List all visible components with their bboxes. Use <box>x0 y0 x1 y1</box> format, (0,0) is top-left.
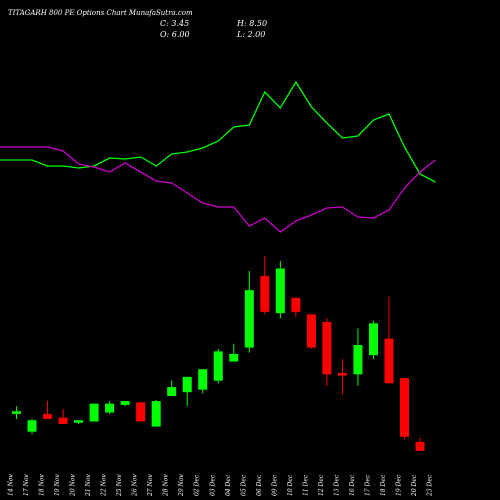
high-value: H: 8.50 <box>236 19 267 28</box>
x-axis-labels: 14 Nov 17 Nov 18 Nov 19 Nov 20 Nov 21 Nov 22 N… <box>8 474 434 497</box>
x-tick-label: 21 Nov <box>85 474 92 497</box>
x-tick-label: 12 Dec <box>318 474 325 496</box>
x-tick-label: 18 Dec <box>380 474 387 496</box>
x-tick-label: 11 Dec <box>302 474 309 496</box>
x-tick-label: 18 Nov <box>39 474 46 496</box>
chart-title: TITAGARH 800 PE Options Chart MunafaSutr… <box>8 9 193 17</box>
candle-up <box>213 351 223 381</box>
candle-up <box>105 403 115 413</box>
x-tick-label: 14 Nov <box>8 474 15 496</box>
x-tick-label: 28 Nov <box>163 474 170 497</box>
candle-down <box>322 322 332 375</box>
x-tick-label: 02 Dec <box>194 474 201 496</box>
candle-down <box>306 314 316 348</box>
x-tick-label: 04 Dec <box>225 474 232 496</box>
x-tick-label: 25 Nov <box>116 474 123 497</box>
open-value: O: 6.00 <box>160 30 190 39</box>
candle-up <box>167 387 177 396</box>
low-value: L: 2.00 <box>236 30 265 39</box>
candle-up <box>89 403 99 422</box>
candle-up <box>120 401 130 405</box>
x-tick-label: 20 Nov <box>70 474 77 497</box>
x-tick-label: 06 Dec <box>256 474 263 496</box>
x-tick-label: 19 Nov <box>54 474 61 496</box>
candle-up <box>275 268 285 314</box>
x-tick-label: 27 Nov <box>147 474 154 497</box>
candle-down <box>260 276 270 312</box>
candle-down <box>291 297 301 312</box>
candle-down <box>136 402 146 422</box>
candle-down <box>58 417 68 425</box>
candle-up <box>353 345 363 375</box>
close-value: C: 3.45 <box>160 19 189 28</box>
candle-up <box>182 376 192 393</box>
x-tick-label: 26 Nov <box>132 474 139 497</box>
candle-down <box>415 441 425 451</box>
indicator-lines <box>0 80 436 233</box>
x-tick-label: 05 Dec <box>240 474 247 496</box>
x-tick-label: 19 Dec <box>396 474 403 496</box>
x-tick-label: 16 Dec <box>349 474 356 496</box>
candle-up <box>12 411 21 414</box>
candle-up <box>368 323 378 356</box>
green-indicator-line <box>0 80 436 183</box>
candle-up <box>27 420 37 432</box>
candle-up <box>151 401 161 427</box>
x-tick-label: 09 Dec <box>271 474 278 496</box>
candle-down <box>384 338 394 384</box>
candle-down <box>400 378 409 437</box>
x-tick-label: 29 Nov <box>178 474 185 497</box>
candle-up <box>74 420 84 423</box>
candle-down <box>337 373 347 376</box>
x-tick-label: 10 Dec <box>287 474 294 496</box>
candle-up <box>244 290 254 348</box>
x-tick-label: 22 Nov <box>101 474 108 497</box>
candle-down <box>43 413 53 419</box>
x-tick-label: 13 Dec <box>333 474 340 496</box>
candle-up <box>198 369 208 390</box>
x-tick-label: 17 Dec <box>364 474 371 496</box>
x-tick-label: 03 Dec <box>209 474 216 496</box>
magenta-indicator-line <box>0 146 436 233</box>
candle-up <box>229 353 239 362</box>
x-tick-label: 20 Dec <box>411 474 418 497</box>
x-tick-label: 23 Dec <box>427 474 434 497</box>
candles-group <box>12 255 425 451</box>
x-tick-label: 17 Nov <box>23 474 30 496</box>
